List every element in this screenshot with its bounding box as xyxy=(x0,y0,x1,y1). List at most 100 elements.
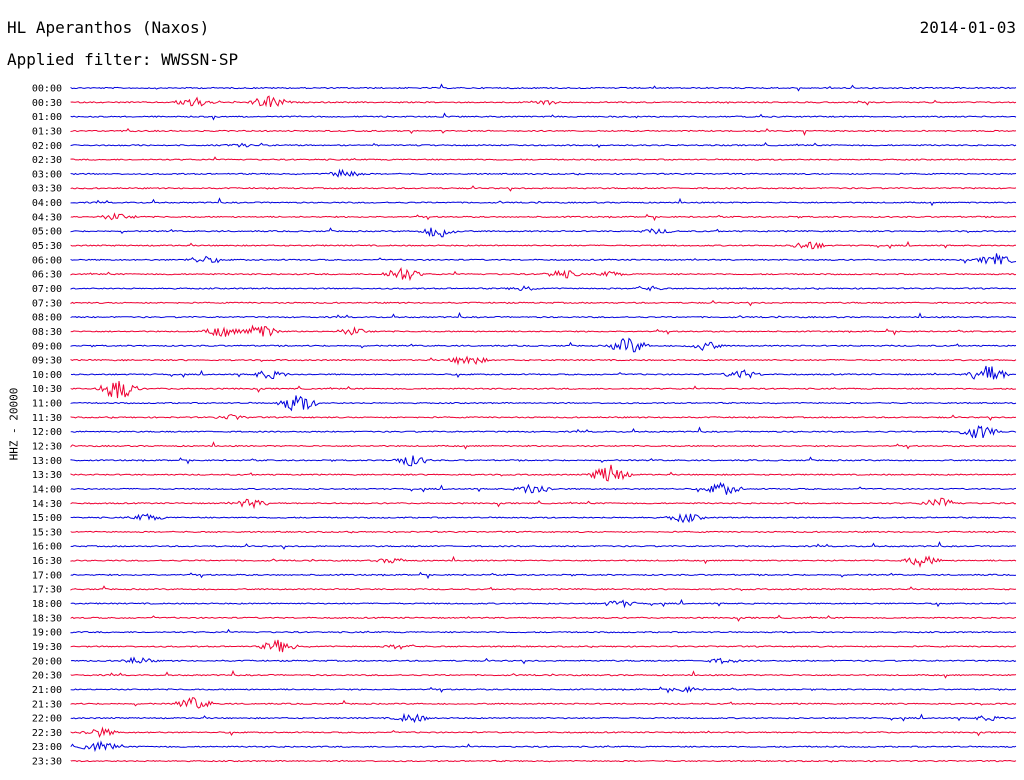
time-tick-label: 01:00 xyxy=(32,112,62,123)
trace-line-2330 xyxy=(70,759,1017,763)
trace-line-1930 xyxy=(70,639,1017,653)
trace-line-0730 xyxy=(70,299,1017,307)
trace-line-1200 xyxy=(70,425,1017,439)
time-tick-label: 02:00 xyxy=(32,141,62,152)
time-tick-label: 13:00 xyxy=(32,456,62,467)
trace-line-0930 xyxy=(70,355,1017,366)
trace-line-0900 xyxy=(70,337,1017,353)
trace-line-0600 xyxy=(70,253,1017,265)
trace-line-0400 xyxy=(70,197,1017,207)
time-tick-label: 20:30 xyxy=(32,671,62,682)
time-tick-label: 12:30 xyxy=(32,442,62,453)
time-tick-label: 11:30 xyxy=(32,413,62,424)
trace-line-0230 xyxy=(70,156,1017,161)
time-tick-label: 00:30 xyxy=(32,98,62,109)
time-tick-label: 16:00 xyxy=(32,542,62,553)
trace-line-0000 xyxy=(70,83,1017,92)
time-tick-label: 00:00 xyxy=(32,84,62,95)
time-tick-label: 17:30 xyxy=(32,585,62,596)
trace-line-0430 xyxy=(70,212,1017,222)
time-tick-label: 06:00 xyxy=(32,255,62,266)
trace-line-1400 xyxy=(70,481,1017,495)
trace-line-0330 xyxy=(70,185,1017,192)
time-tick-label: 21:30 xyxy=(32,699,62,710)
trace-line-1730 xyxy=(70,585,1017,592)
trace-line-1630 xyxy=(70,555,1017,568)
trace-line-1800 xyxy=(70,598,1017,609)
trace-line-1700 xyxy=(70,571,1017,580)
time-tick-label: 01:30 xyxy=(32,126,62,137)
trace-line-1530 xyxy=(70,530,1017,534)
trace-line-0130 xyxy=(70,127,1017,136)
trace-line-0200 xyxy=(70,142,1017,149)
time-tick-label: 21:00 xyxy=(32,685,62,696)
trace-line-0500 xyxy=(70,227,1017,238)
trace-line-1230 xyxy=(70,441,1017,450)
trace-line-1030 xyxy=(70,381,1017,399)
time-tick-label: 19:00 xyxy=(32,628,62,639)
time-tick-label: 14:00 xyxy=(32,484,62,495)
time-tick-label: 10:30 xyxy=(32,384,62,395)
time-tick-label: 05:30 xyxy=(32,241,62,252)
trace-line-2100 xyxy=(70,685,1017,694)
trace-line-1130 xyxy=(70,414,1017,421)
time-tick-label: 03:00 xyxy=(32,169,62,180)
trace-line-1830 xyxy=(70,614,1017,622)
trace-line-1600 xyxy=(70,540,1017,550)
trace-line-1000 xyxy=(70,365,1016,380)
time-tick-label: 16:30 xyxy=(32,556,62,567)
time-tick-label: 17:00 xyxy=(32,570,62,581)
time-tick-label: 15:30 xyxy=(32,527,62,538)
time-tick-label: 10:00 xyxy=(32,370,62,381)
time-tick-label: 05:00 xyxy=(32,227,62,238)
filter-label: Applied filter: WWSSN-SP xyxy=(7,50,239,69)
time-tick-label: 04:00 xyxy=(32,198,62,209)
time-tick-label: 08:30 xyxy=(32,327,62,338)
record-date: 2014-01-03 xyxy=(919,18,1016,37)
trace-line-0700 xyxy=(70,285,1017,292)
station-title: HL Aperanthos (Naxos) xyxy=(7,18,210,37)
trace-line-2230 xyxy=(70,726,1017,738)
time-tick-label: 23:30 xyxy=(32,757,62,768)
time-tick-label: 04:30 xyxy=(32,212,62,223)
time-tick-label: 06:30 xyxy=(32,270,62,281)
time-tick-label: 20:00 xyxy=(32,656,62,667)
time-tick-label: 18:30 xyxy=(32,613,62,624)
time-tick-label: 03:30 xyxy=(32,184,62,195)
trace-line-0030 xyxy=(70,95,1017,108)
trace-line-1500 xyxy=(70,513,1017,524)
trace-line-1330 xyxy=(70,464,1017,482)
trace-line-0630 xyxy=(70,266,1017,282)
trace-line-1430 xyxy=(70,497,1017,510)
trace-line-2300 xyxy=(70,740,1017,753)
trace-line-1900 xyxy=(70,628,1017,634)
time-tick-label: 12:00 xyxy=(32,427,62,438)
time-tick-label: 18:00 xyxy=(32,599,62,610)
time-tick-label: 07:00 xyxy=(32,284,62,295)
trace-line-0530 xyxy=(70,240,1017,250)
time-tick-label: 22:30 xyxy=(32,728,62,739)
trace-line-0830 xyxy=(70,324,1017,337)
trace-line-2000 xyxy=(70,656,1017,665)
trace-line-2030 xyxy=(70,669,1017,679)
time-tick-label: 14:30 xyxy=(32,499,62,510)
trace-line-1100 xyxy=(70,395,1017,412)
time-tick-label: 02:30 xyxy=(32,155,62,166)
trace-line-0300 xyxy=(70,168,1017,178)
trace-line-2130 xyxy=(70,697,1017,709)
time-tick-label: 07:30 xyxy=(32,298,62,309)
trace-line-1300 xyxy=(70,455,1017,467)
time-tick-label: 15:00 xyxy=(32,513,62,524)
time-tick-label: 11:00 xyxy=(32,399,62,410)
time-tick-label: 08:00 xyxy=(32,313,62,324)
time-tick-label: 09:30 xyxy=(32,356,62,367)
time-tick-label: 13:30 xyxy=(32,470,62,481)
time-tick-label: 23:00 xyxy=(32,742,62,753)
trace-line-0100 xyxy=(70,112,1017,121)
time-tick-label: 22:00 xyxy=(32,714,62,725)
trace-line-2200 xyxy=(70,712,1016,724)
time-tick-label: 19:30 xyxy=(32,642,62,653)
time-tick-label: 09:00 xyxy=(32,341,62,352)
trace-line-0800 xyxy=(70,311,1017,319)
